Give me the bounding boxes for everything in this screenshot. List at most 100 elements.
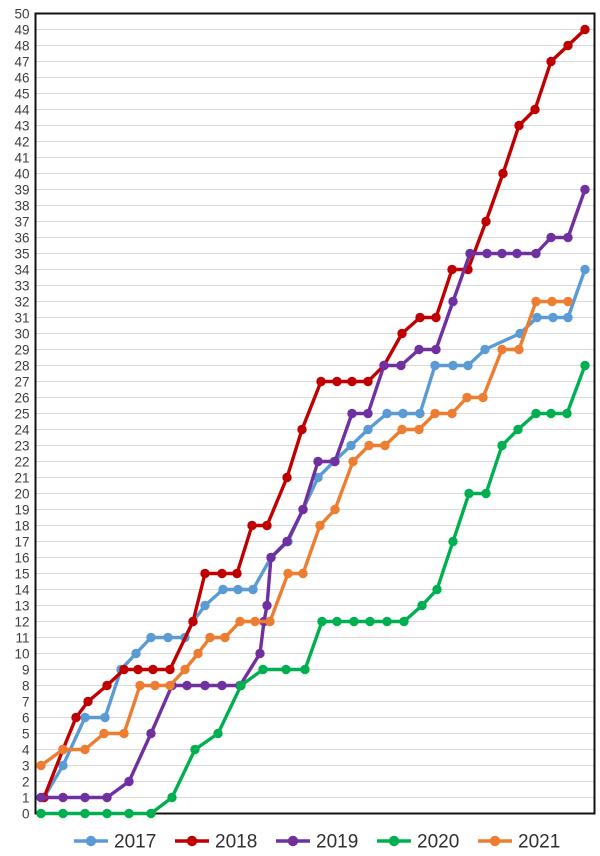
data-point-2018 <box>188 616 198 627</box>
data-point-2020 <box>300 664 310 675</box>
data-point-2019 <box>497 248 507 259</box>
data-point-2021 <box>547 296 557 307</box>
data-point-2020 <box>464 488 474 499</box>
data-point-2021 <box>462 392 472 403</box>
data-point-2017 <box>131 648 141 659</box>
data-point-2019 <box>347 408 357 419</box>
data-point-2019 <box>531 248 541 259</box>
data-point-2018 <box>363 376 373 387</box>
data-point-2017 <box>58 760 68 771</box>
series-2018 <box>39 24 590 803</box>
data-point-2021 <box>58 744 68 755</box>
data-point-2018 <box>247 520 257 531</box>
data-point-2019 <box>330 456 340 467</box>
y-axis-tick-label: 11 <box>15 630 29 645</box>
series-line-2018 <box>42 27 587 800</box>
data-point-2021 <box>414 424 424 435</box>
data-point-2018 <box>431 312 441 323</box>
data-point-2019 <box>563 232 573 243</box>
legend-item-2017: 2017 <box>74 832 156 853</box>
series-2020 <box>36 360 590 819</box>
y-axis-tick-label: 17 <box>14 534 29 549</box>
y-axis-tick-label: 20 <box>14 486 29 501</box>
data-point-2018 <box>200 568 210 579</box>
data-point-2017 <box>200 600 210 611</box>
data-point-2020 <box>432 584 442 595</box>
data-point-2021 <box>478 392 488 403</box>
y-axis-tick-label: 14 <box>14 582 30 597</box>
y-axis-tick-label: 7 <box>22 694 30 709</box>
y-axis-tick-label: 34 <box>14 262 30 277</box>
data-point-2020 <box>513 424 523 435</box>
y-axis-tick-label: 46 <box>14 70 29 85</box>
data-point-2021 <box>80 744 90 755</box>
legend-item-2021: 2021 <box>478 832 560 853</box>
data-point-2018 <box>83 696 93 707</box>
data-point-2021 <box>193 648 203 659</box>
data-point-2018 <box>580 24 590 35</box>
data-point-2021 <box>447 408 457 419</box>
y-axis-tick-label: 2 <box>22 774 30 789</box>
data-point-2021 <box>380 440 390 451</box>
y-axis-tick-label: 15 <box>14 566 29 581</box>
data-point-2020 <box>146 808 156 819</box>
data-point-2020 <box>58 808 68 819</box>
y-axis-tick-label: 44 <box>14 102 30 117</box>
data-point-2021 <box>315 520 325 531</box>
data-point-2020 <box>531 408 541 419</box>
data-point-2020 <box>580 360 590 371</box>
data-point-2018 <box>347 376 357 387</box>
data-point-2019 <box>124 776 134 787</box>
y-axis-tick-label: 37 <box>14 214 29 229</box>
y-axis-tick-label: 3 <box>22 758 30 773</box>
data-point-2021 <box>330 504 340 515</box>
data-point-2020 <box>497 440 507 451</box>
y-axis-tick-label: 22 <box>14 454 29 469</box>
y-axis-tick-label: 0 <box>22 806 30 821</box>
data-point-2020 <box>190 744 200 755</box>
y-axis-tick-label: 42 <box>14 134 29 149</box>
y-axis-tick-label: 6 <box>22 710 30 725</box>
data-point-2019 <box>36 792 46 803</box>
y-axis-tick-label: 36 <box>14 230 29 245</box>
y-axis-tick-label: 35 <box>14 246 29 261</box>
data-point-2021 <box>250 616 260 627</box>
data-point-2018 <box>498 168 508 179</box>
data-point-2021 <box>135 680 145 691</box>
data-point-2019 <box>448 296 458 307</box>
data-point-2018 <box>332 376 342 387</box>
data-point-2021 <box>220 632 230 643</box>
data-point-2017 <box>532 312 542 323</box>
data-point-2017 <box>382 408 392 419</box>
data-point-2020 <box>80 808 90 819</box>
data-point-2019 <box>282 536 292 547</box>
data-point-2018 <box>415 312 425 323</box>
y-axis-tick-label: 16 <box>14 550 29 565</box>
y-axis-tick-label: 30 <box>14 326 29 341</box>
y-axis-tick-label: 40 <box>14 166 29 181</box>
data-point-2017 <box>346 440 356 451</box>
legend-item-2020: 2020 <box>377 832 459 853</box>
data-point-2020 <box>236 680 246 691</box>
data-point-2017 <box>363 424 373 435</box>
y-axis-tick-label: 5 <box>22 726 30 741</box>
data-point-2019 <box>182 680 192 691</box>
data-point-2019 <box>580 184 590 195</box>
data-point-2020 <box>399 616 409 627</box>
y-axis-tick-label: 1 <box>22 790 30 805</box>
data-point-2018 <box>447 264 457 275</box>
data-point-2017 <box>463 360 473 371</box>
series-2021 <box>36 296 573 771</box>
data-point-2021 <box>165 680 175 691</box>
y-axis-tick-label: 49 <box>14 22 29 37</box>
data-point-2020 <box>546 408 556 419</box>
data-point-2019 <box>146 728 156 739</box>
data-point-2019 <box>80 792 90 803</box>
data-point-2021 <box>397 424 407 435</box>
data-point-2019 <box>313 456 323 467</box>
legend-marker-icon <box>287 835 299 847</box>
data-point-2018 <box>71 712 81 723</box>
data-point-2017 <box>248 584 258 595</box>
data-point-2019 <box>363 408 373 419</box>
y-axis-tick-label: 50 <box>14 6 29 21</box>
